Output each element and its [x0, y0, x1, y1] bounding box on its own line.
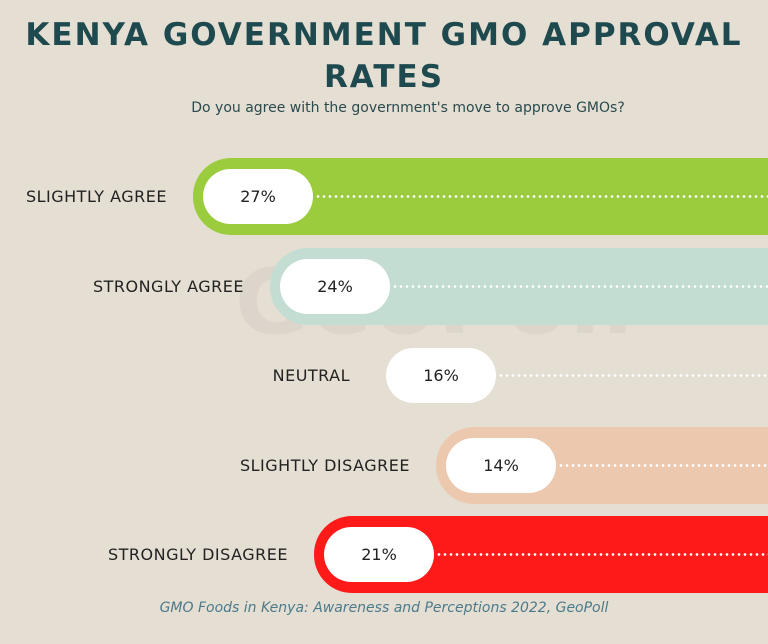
- bar-row: 24% STRONGLY AGREE: [0, 248, 768, 325]
- dotted-line: [315, 195, 768, 198]
- data-label: 21%: [324, 527, 434, 582]
- category-label: SLIGHTLY DISAGREE: [239, 456, 410, 475]
- dotted-line: [392, 285, 768, 288]
- bar-row: 14% SLIGHTLY DISAGREE: [0, 427, 768, 504]
- source-note: GMO Foods in Kenya: Awareness and Percep…: [159, 600, 609, 616]
- chart-title: KENYA GOVERNMENT GMO APPROVAL RATES: [25, 17, 743, 95]
- data-label: 14%: [446, 438, 556, 493]
- bar-row: 27% SLIGHTLY AGREE: [0, 158, 768, 235]
- bar-row: 16% NEUTRAL: [0, 337, 768, 414]
- dotted-line: [436, 553, 768, 556]
- dotted-line: [498, 374, 768, 377]
- data-label: 27%: [203, 169, 313, 224]
- bar-row: 21% STRONGLY DISAGREE: [0, 516, 768, 593]
- dotted-line: [558, 464, 768, 467]
- chart-subtitle: Do you agree with the government's move …: [191, 100, 625, 116]
- data-label: 24%: [280, 259, 390, 314]
- category-label: STRONGLY DISAGREE: [107, 545, 288, 564]
- data-label: 16%: [386, 348, 496, 403]
- category-label: STRONGLY AGREE: [92, 277, 244, 296]
- category-label: SLIGHTLY AGREE: [25, 187, 167, 206]
- category-label: NEUTRAL: [272, 366, 350, 385]
